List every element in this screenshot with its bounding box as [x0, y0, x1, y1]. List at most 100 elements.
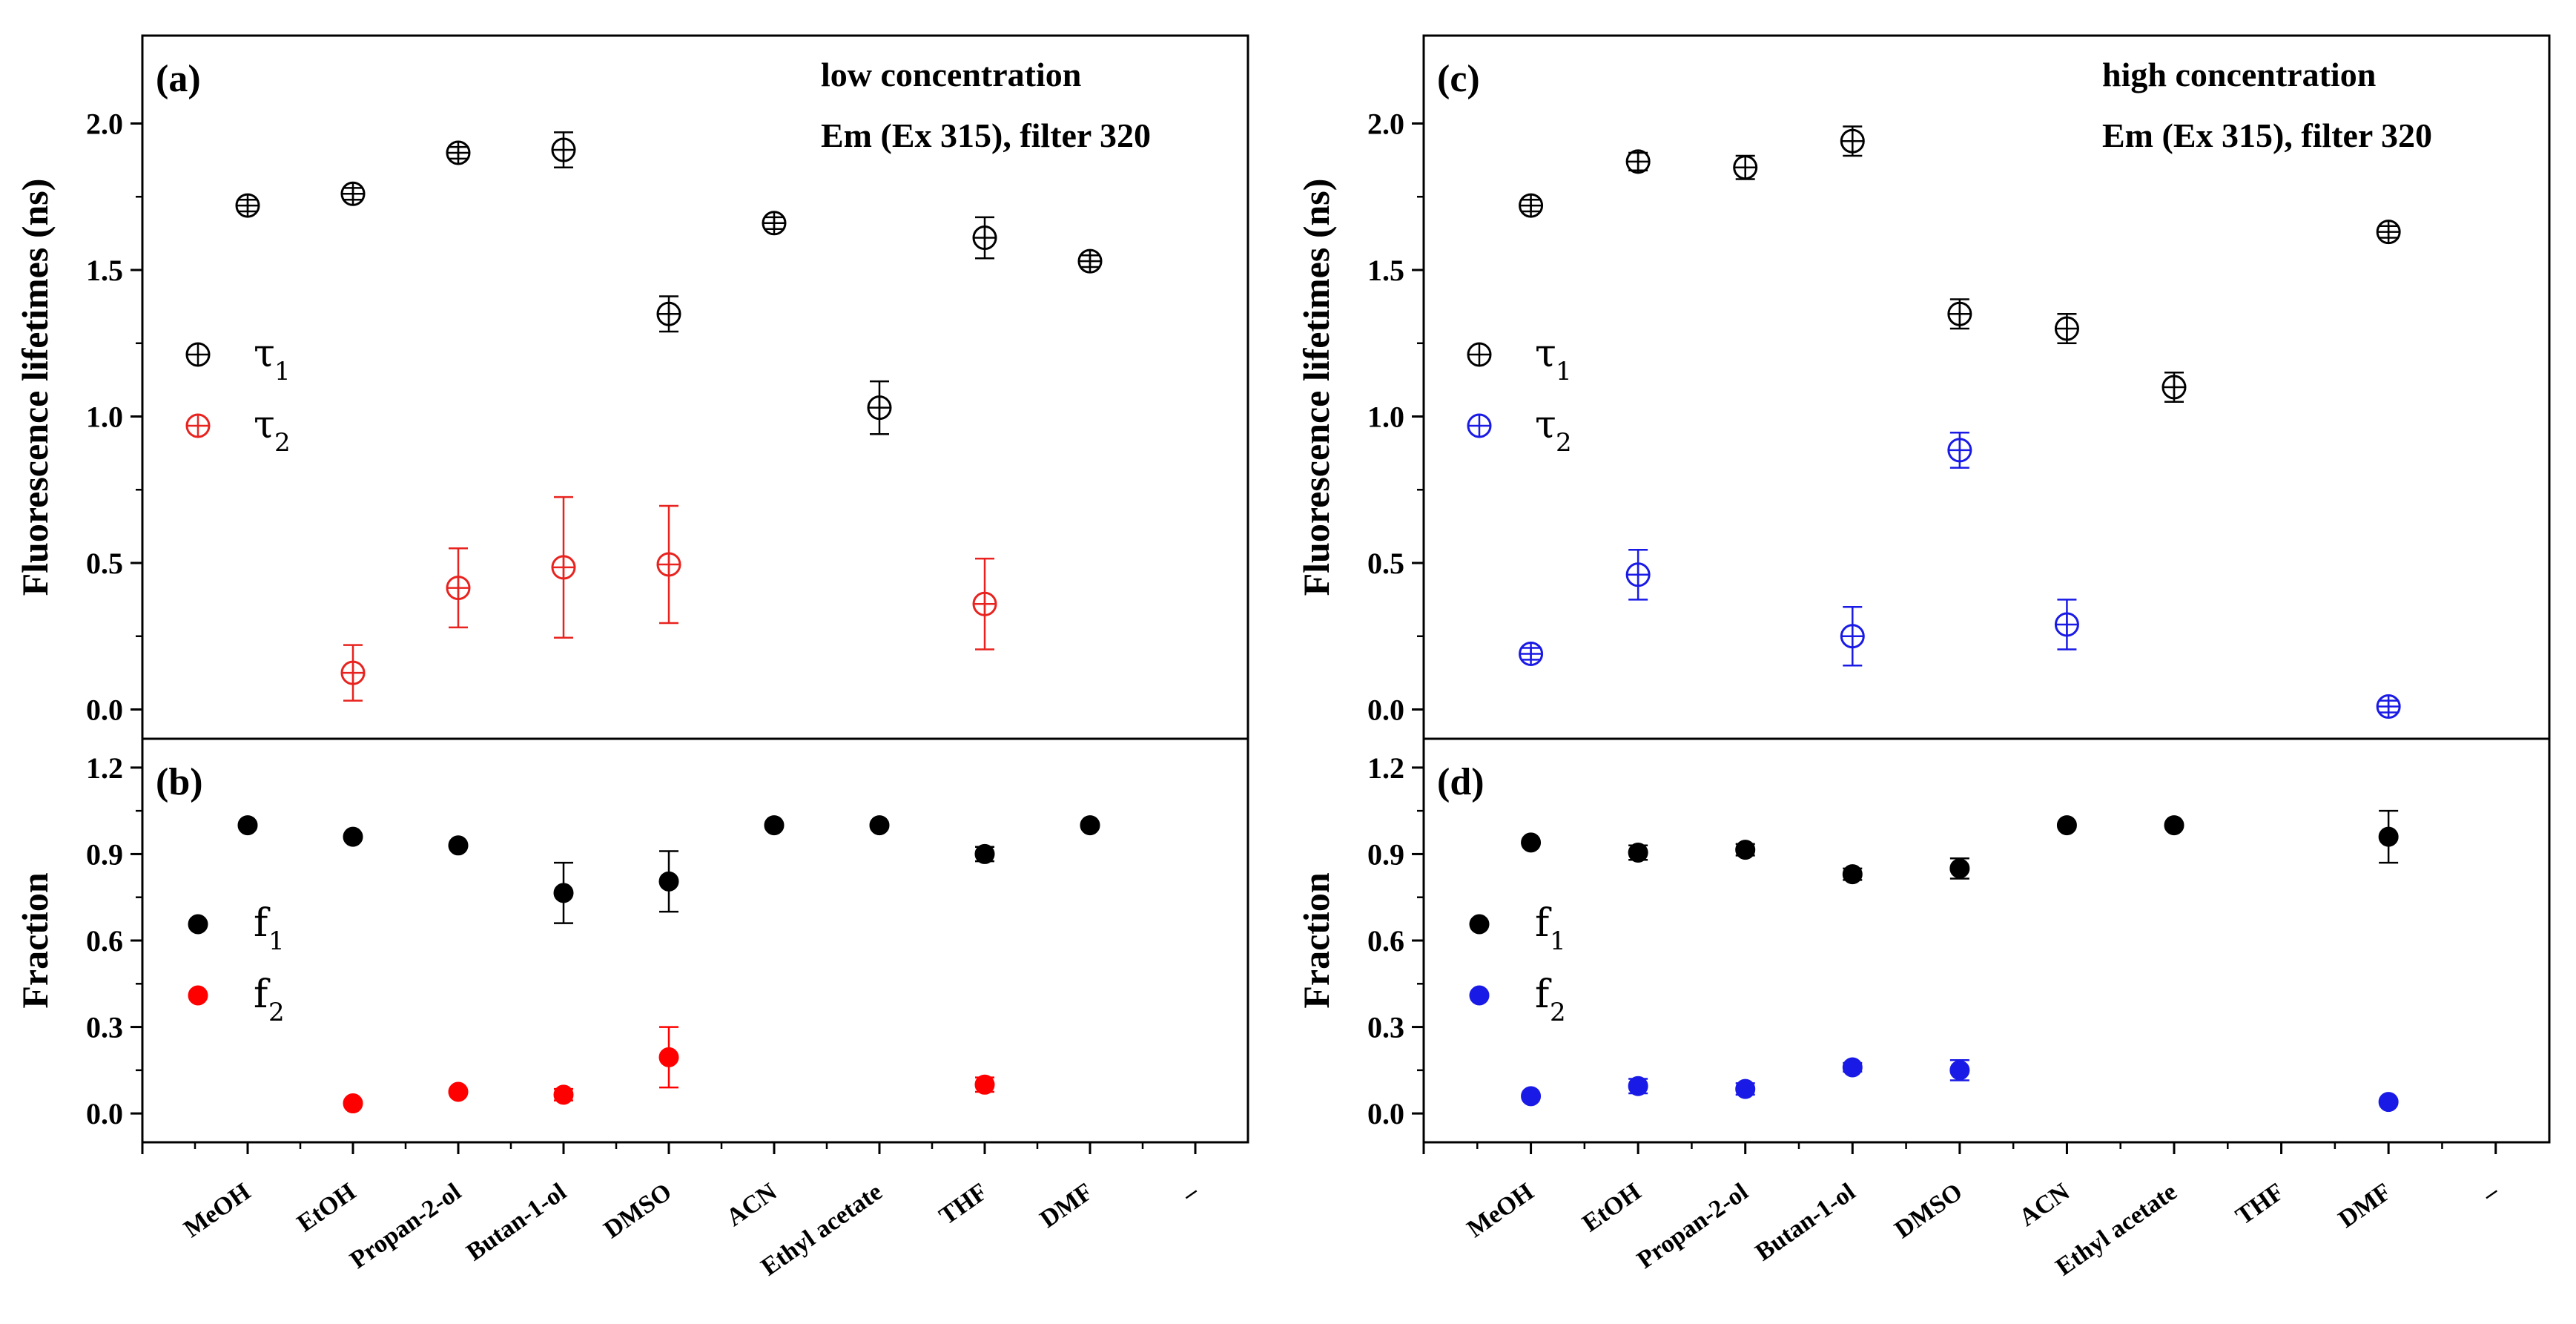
y-tick-label: 0.3	[1367, 1011, 1404, 1044]
bottom-frame	[141, 737, 1249, 1144]
y-tick-label: 1.0	[1367, 401, 1404, 434]
data-point	[1521, 1086, 1542, 1107]
y-tick-label: 1.5	[86, 254, 123, 287]
y-axis-title: Fluorescence lifetimes (ns)	[14, 179, 56, 596]
bottom-series-f2	[343, 1026, 995, 1114]
legend-label: τ	[1535, 403, 1556, 447]
legend-marker	[188, 985, 208, 1006]
x-tick-label: ACN	[721, 1178, 782, 1232]
x-tick-label: MeOH	[179, 1178, 255, 1243]
x-tick-label: Ethyl acetate	[2051, 1178, 2182, 1281]
data-point	[972, 591, 997, 616]
data-point	[1521, 832, 1542, 853]
data-point	[446, 140, 471, 165]
data-point	[869, 815, 890, 836]
data-point	[658, 871, 679, 892]
y-tick-label: 0.0	[86, 1097, 123, 1130]
bottom-series-f1	[1521, 809, 2399, 885]
x-tick-label: DMF	[1035, 1178, 1098, 1234]
data-point	[2056, 815, 2077, 836]
data-point	[2378, 1092, 2399, 1113]
legend-marker	[1469, 985, 1490, 1006]
data-point	[553, 1084, 574, 1105]
bottom-frame	[1422, 737, 2551, 1144]
legend-subscript: 2	[1556, 428, 1572, 458]
data-point	[1733, 155, 1758, 180]
legend-label: τ	[1535, 332, 1556, 376]
legend-label: f	[1535, 901, 1552, 946]
panel-right: 0.0 0.5 1.0 1.5 2.0 Fluorescence lifetimes (n…	[1295, 34, 2551, 1281]
data-point	[1077, 248, 1103, 274]
data-point	[2378, 826, 2399, 847]
data-point	[340, 660, 366, 685]
data-point	[1625, 562, 1651, 587]
data-point	[343, 826, 363, 847]
data-point	[1735, 840, 1756, 860]
y-tick-label: 1.5	[1367, 254, 1404, 287]
data-point	[1949, 858, 1970, 879]
y-tick-label: 2.0	[86, 108, 123, 141]
x-tick-label: THF	[934, 1178, 992, 1230]
data-point	[1842, 1057, 1863, 1078]
data-point	[448, 835, 469, 856]
top-plot-right: 0.0 0.5 1.0 1.5 2.0 Fluorescence lifetimes (n…	[1295, 34, 2551, 740]
legend-label: τ	[254, 403, 275, 447]
annotation-line-1: low concentration	[821, 56, 1081, 93]
annotation-line-1: high concentration	[2102, 56, 2376, 93]
legend-subscript: 1	[1550, 926, 1566, 956]
data-point	[1628, 842, 1648, 863]
data-point	[2054, 316, 2079, 341]
y-tick-label: 0.3	[86, 1011, 123, 1044]
panel-label: (b)	[156, 761, 203, 803]
y-axis-title: Fraction	[1295, 872, 1337, 1008]
x-tick-label: EtOH	[292, 1178, 360, 1237]
x-tick-label: DMF	[2334, 1178, 2397, 1234]
annotation-line-2: Em (Ex 315), filter 320	[2102, 116, 2432, 154]
data-point	[656, 301, 681, 326]
x-tick-label: DMSO	[1890, 1178, 1968, 1244]
x-tick-label: THF	[2231, 1178, 2289, 1230]
legend-subscript: 2	[1550, 998, 1566, 1027]
y-tick-label: 0.6	[86, 924, 123, 958]
x-tick-label: –	[2477, 1178, 2504, 1208]
data-point	[1625, 149, 1651, 174]
panel-label: (a)	[156, 58, 201, 100]
x-tick-label: –	[1177, 1178, 1204, 1208]
data-point	[1947, 301, 1972, 326]
data-point	[2054, 612, 2079, 637]
y-tick-label: 0.9	[86, 837, 123, 871]
y-tick-label: 2.0	[1367, 108, 1404, 141]
data-point	[2164, 815, 2184, 836]
data-point	[2376, 220, 2401, 245]
y-tick-label: 0.5	[1367, 547, 1404, 580]
data-point	[1840, 128, 1865, 154]
data-point	[974, 1074, 995, 1095]
y-tick-label: 0.5	[86, 547, 123, 580]
legend-subscript: 2	[274, 428, 291, 458]
data-point	[867, 395, 892, 421]
top-series-τ1	[235, 131, 1103, 435]
panel-label: (d)	[1437, 761, 1484, 803]
y-axis-title: Fluorescence lifetimes (ns)	[1295, 179, 1337, 596]
legend-marker	[185, 413, 211, 438]
data-point	[972, 225, 997, 251]
x-tick-label: MeOH	[1462, 1178, 1539, 1243]
top-series-τ2	[340, 495, 997, 702]
data-point	[1080, 815, 1100, 836]
annotation-line-2: Em (Ex 315), filter 320	[821, 116, 1151, 154]
data-point	[237, 815, 258, 836]
x-tick-label: EtOH	[1577, 1178, 1645, 1237]
data-point	[764, 815, 785, 836]
legend-marker	[1469, 914, 1490, 935]
panel-label: (c)	[1437, 58, 1480, 100]
y-tick-label: 0.9	[1367, 837, 1404, 871]
data-point	[1949, 1060, 1970, 1081]
legend-marker	[1467, 413, 1492, 438]
legend-label: f	[1535, 972, 1552, 1017]
data-point	[1628, 1076, 1648, 1096]
panel-left: 0.0 0.5 1.0 1.5 2.0 Fluorescence lifetimes (n…	[14, 34, 1249, 1281]
legend-subscript: 2	[268, 998, 285, 1027]
data-point	[1842, 864, 1863, 885]
y-tick-label: 0.0	[1367, 1097, 1404, 1130]
